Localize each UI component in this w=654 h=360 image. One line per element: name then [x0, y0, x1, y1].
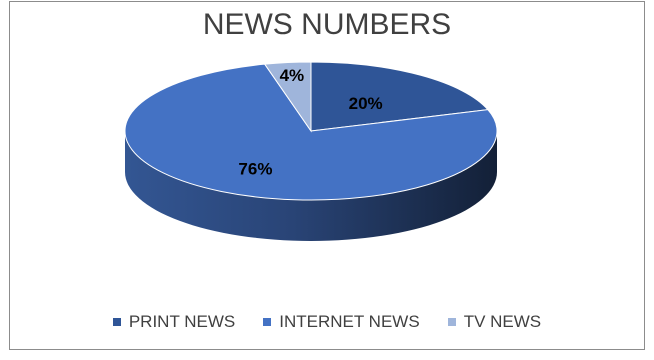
chart-title: NEWS NUMBERS — [202, 8, 452, 41]
pie-slice-print — [310, 61, 489, 132]
legend-swatch-print — [112, 318, 121, 326]
pie-slice-internet — [124, 63, 498, 201]
legend-swatch-internet — [263, 318, 272, 326]
legend-label-tv: TV NEWS — [463, 312, 542, 331]
data-label-tv: 4% — [280, 66, 305, 85]
legend-label-print: PRINT NEWS — [128, 312, 236, 331]
legend-item-print: PRINT NEWS — [112, 312, 236, 332]
legend-item-internet: INTERNET NEWS — [263, 312, 420, 332]
data-label-internet: 76% — [238, 159, 272, 178]
legend-item-tv: TV NEWS — [447, 312, 542, 332]
legend-label-internet: INTERNET NEWS — [279, 312, 420, 331]
data-label-print: 20% — [349, 94, 383, 113]
pie-side-internet — [125, 131, 497, 241]
pie-slice-tv — [263, 61, 312, 133]
legend: PRINT NEWS INTERNET NEWS TV NEWS — [0, 312, 654, 332]
legend-swatch-tv — [447, 318, 456, 326]
